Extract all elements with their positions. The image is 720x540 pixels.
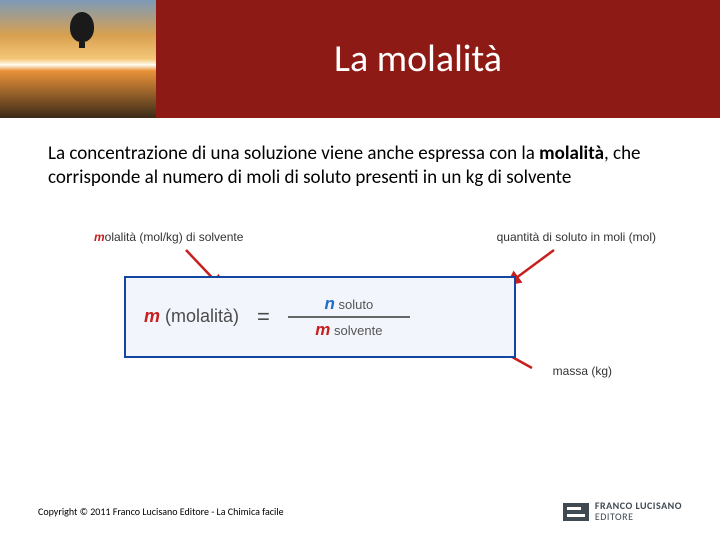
formula-n: n [325,294,335,313]
publisher-logo: FRANCO LUCISANO EDITORE [563,501,682,522]
header-sunset-image [0,0,156,118]
molality-diagram: molalità (mol/kg) di solvente quantità d… [50,230,670,410]
formula-m: m [144,306,160,326]
formula-den-sub: solvente [330,323,382,338]
formula-box: m (molalità) = n soluto m solvente [124,276,516,358]
balloon-icon [70,12,94,42]
formula-lhs: m (molalità) [144,306,239,327]
label-molality: molalità (mol/kg) di solvente [94,230,243,244]
para-pre: La concentrazione di una soluzione viene… [48,142,539,165]
formula-lhs-paren: (molalità) [160,306,239,326]
copyright-text: Copyright © 2011 Franco Lucisano Editore… [38,505,563,518]
fraction-numerator: n soluto [321,292,378,316]
label-molality-text: olalità (mol/kg) di solvente [105,230,244,244]
slide-title: La molalità [156,36,720,82]
label-massa: massa (kg) [553,364,612,378]
logo-mark-icon [563,503,589,521]
formula-num-sub: soluto [335,297,373,312]
title-banner: La molalità [0,0,720,118]
logo-text: FRANCO LUCISANO EDITORE [595,501,682,522]
formula-fraction: n soluto m solvente [288,292,410,342]
footer: Copyright © 2011 Franco Lucisano Editore… [0,501,720,522]
label-soluto: quantità di soluto in moli (mol) [497,230,656,244]
label-m-italic: m [94,230,105,244]
formula-den-m: m [315,320,330,339]
fraction-denominator: m solvente [311,318,386,342]
logo-line2: EDITORE [595,512,682,523]
formula-equals: = [257,304,270,330]
definition-paragraph: La concentrazione di una soluzione viene… [0,118,720,190]
para-bold: molalità [539,142,604,165]
